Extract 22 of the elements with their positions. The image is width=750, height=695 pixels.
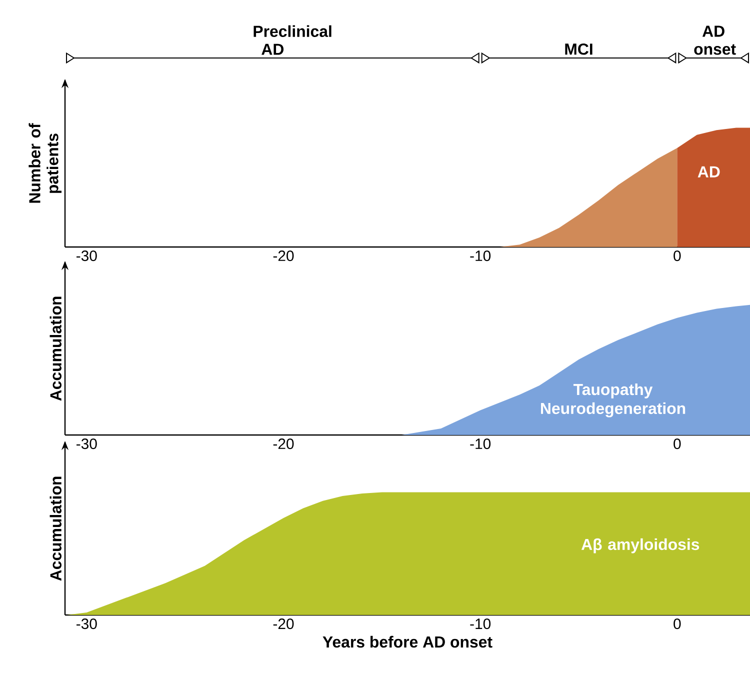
x-tick-label: -10 <box>470 438 491 450</box>
x-axis-title: Years before AD onset <box>322 636 492 648</box>
x-tick-label: 0 <box>674 438 681 450</box>
x-tick-label: -20 <box>273 438 294 450</box>
x-tick-label: -20 <box>273 618 294 630</box>
y-axis-title: Accumulation <box>50 476 62 581</box>
x-tick-label: -30 <box>76 618 97 630</box>
series-label: Tauopathy Neurodegeneration <box>541 383 686 418</box>
x-tick-label: -20 <box>273 250 294 262</box>
x-tick-label: -30 <box>76 438 97 450</box>
series-label: Aβ amyloidosis <box>581 538 700 554</box>
x-tick-label: -10 <box>470 618 491 630</box>
y-axis-title: Number of patients <box>28 123 62 203</box>
text: MCI <box>565 44 592 55</box>
text: Preclinical AD <box>254 25 332 55</box>
series-label: AD <box>698 166 720 178</box>
x-tick-label: 0 <box>674 250 681 262</box>
x-tick-label: 0 <box>674 618 681 630</box>
x-tick-label: -30 <box>76 250 97 262</box>
y-axis-title: Accumulation <box>50 296 62 401</box>
text: AD onset <box>694 26 736 55</box>
x-tick-label: -10 <box>470 250 491 262</box>
